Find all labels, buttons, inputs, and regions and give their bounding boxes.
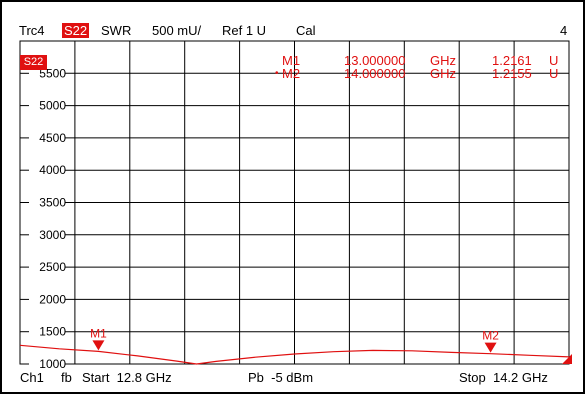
channel-label[interactable]: Ch1 <box>20 370 44 385</box>
marker-1-name[interactable]: M1 <box>282 53 301 68</box>
marker-1-value-unit: U <box>549 53 559 68</box>
marker-triangle-icon[interactable] <box>484 342 497 353</box>
marker-label: M2 <box>482 329 499 343</box>
y-tick-label: 1500 <box>39 325 66 339</box>
markers[interactable]: M1 M2 <box>90 326 499 353</box>
y-tick-label-background <box>21 98 65 112</box>
marker-1-frequency: 13.000000 <box>344 53 406 68</box>
y-tick-label-background <box>21 260 65 274</box>
start-frequency[interactable]: Start 12.8 GHz <box>82 370 172 385</box>
stop-pointer-icon <box>562 354 572 364</box>
stop-frequency[interactable]: Stop 14.2 GHz <box>459 370 548 385</box>
grid <box>19 40 570 365</box>
marker-1-frequency-unit: GHz <box>430 53 456 68</box>
y-tick-label: 4000 <box>39 163 66 177</box>
marker-2-name[interactable]: M2 <box>282 66 301 81</box>
marker-1-value: 1.2161 <box>492 53 532 68</box>
format-label[interactable]: SWR <box>101 23 132 38</box>
parameter-badge[interactable]: S22 <box>62 23 90 38</box>
marker-label: M1 <box>90 326 107 340</box>
sweep-mode-label: fb <box>61 370 72 385</box>
y-tick-label: 5000 <box>39 99 66 113</box>
port-power[interactable]: Pb -5 dBm <box>248 370 314 385</box>
y-tick-label: 2500 <box>39 260 66 274</box>
y-tick-label: 4500 <box>39 131 66 145</box>
calibration-label[interactable]: Cal <box>296 23 316 38</box>
marker-triangle-icon[interactable] <box>92 340 105 351</box>
y-tick-label-background <box>21 130 65 144</box>
y-tick-label-background <box>21 324 65 338</box>
y-tick-label: 2000 <box>39 292 66 306</box>
marker-2-frequency: 14.000000 <box>344 66 406 81</box>
y-tick-label-background <box>21 227 65 241</box>
trace-badge[interactable]: S22 <box>20 55 47 70</box>
y-tick-label: 3000 <box>39 228 66 242</box>
trace-line <box>19 344 570 365</box>
y-tick-label: 1000 <box>39 357 66 371</box>
scale-label[interactable]: 500 mU/ <box>152 23 202 38</box>
marker-2-frequency-unit: GHz <box>430 66 456 81</box>
y-tick-label-background <box>21 292 65 306</box>
active-marker-dot-icon: • <box>275 68 279 79</box>
trace-label[interactable]: Trc4 <box>19 23 45 38</box>
y-tick-label-background <box>21 195 65 209</box>
reference-label[interactable]: Ref 1 U <box>222 23 267 38</box>
y-tick-label: 3500 <box>39 196 66 210</box>
marker-2-value: 1.2155 <box>492 66 532 81</box>
y-tick-label-background <box>21 357 65 370</box>
y-tick-label-background <box>21 163 65 177</box>
marker-2-value-unit: U <box>549 66 559 81</box>
trace-number: 4 <box>560 23 568 38</box>
